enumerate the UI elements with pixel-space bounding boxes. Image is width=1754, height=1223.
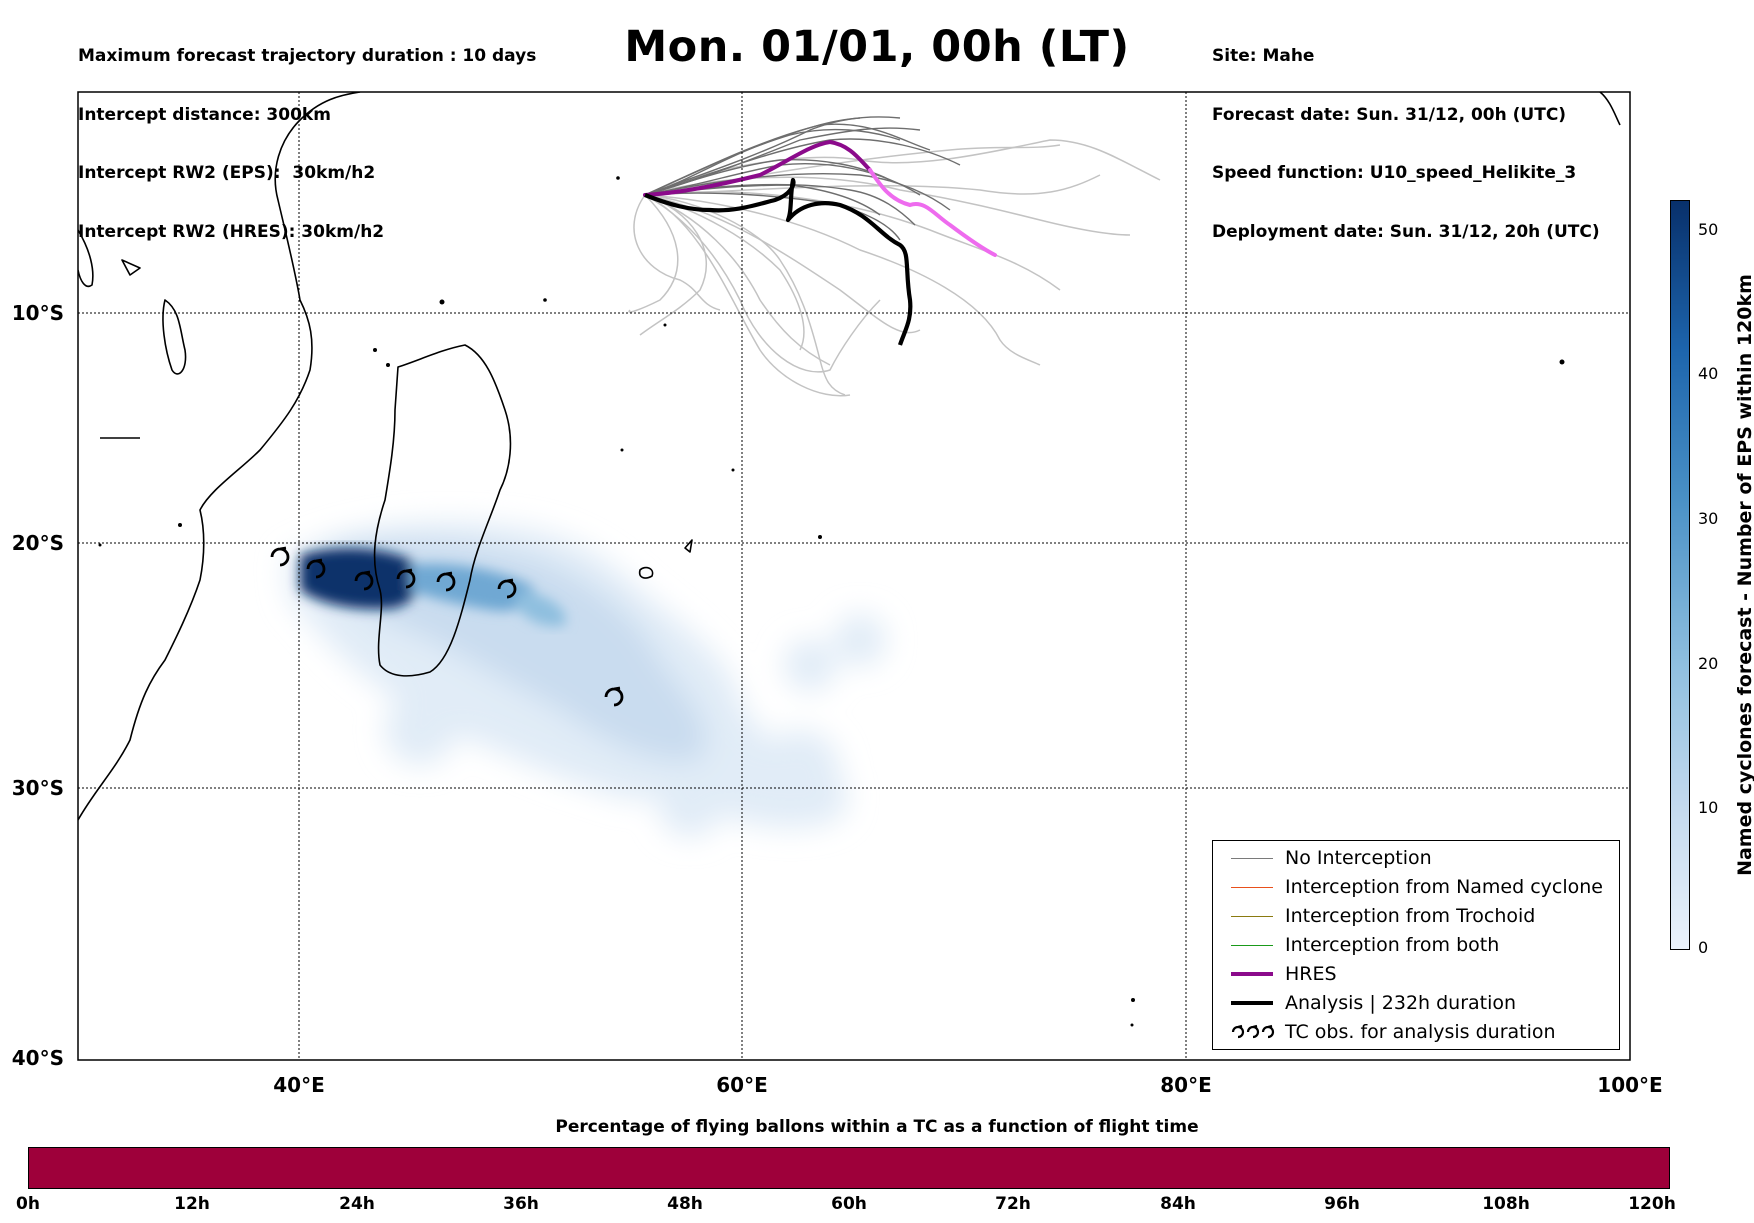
time-tick-60h: 60h (831, 1194, 867, 1214)
colorbar-tick-0: 0 (1698, 938, 1709, 957)
analysis-trajectory (644, 177, 913, 346)
legend-swatch (1231, 972, 1273, 976)
time-tick-108h: 108h (1482, 1194, 1530, 1214)
eps-trajectories (628, 139, 1161, 397)
colorbar-tick-10: 10 (1698, 798, 1719, 817)
colorbar-tick-30: 30 (1698, 509, 1719, 528)
time-tick-120h: 120h (1628, 1194, 1676, 1214)
legend-swatch (1231, 1001, 1273, 1005)
lat-tick-30s: 30°S (12, 776, 64, 800)
colorbar-tick-50: 50 (1698, 220, 1719, 239)
lat-tick-20s: 20°S (12, 531, 64, 555)
param-intercept-distance: Intercept distance: 300km (78, 104, 331, 125)
time-tick-84h: 84h (1160, 1194, 1196, 1214)
no-interception-trajectories (644, 116, 961, 241)
colorbar-tick-40: 40 (1698, 364, 1719, 383)
colorbar-label: Named cyclones forecast - Number of EPS … (1734, 274, 1754, 876)
lon-tick-100e: 100°E (1597, 1073, 1662, 1097)
legend-item-no-interception: No Interception (1221, 845, 1616, 873)
time-tick-96h: 96h (1324, 1194, 1360, 1214)
time-tick-12h: 12h (174, 1194, 210, 1214)
legend: No Interception Interception from Named … (1212, 840, 1620, 1050)
gridlines (78, 92, 1630, 1060)
time-tick-36h: 36h (503, 1194, 539, 1214)
forecast-parameters: Maximum forecast trajectory duration : 1… (78, 8, 536, 262)
legend-item-tc-obs: TC obs. for analysis duration (1221, 1019, 1616, 1047)
legend-item-trochoid: Interception from Trochoid (1221, 903, 1616, 931)
cyclone-icon (1231, 1024, 1275, 1039)
legend-item-both: Interception from both (1221, 932, 1616, 960)
hres-trajectory (643, 139, 997, 257)
legend-item-analysis: Analysis | 232h duration (1221, 990, 1616, 1018)
flight-time-bar (28, 1147, 1670, 1189)
legend-swatch (1231, 945, 1273, 946)
legend-item-hres: HRES (1221, 961, 1616, 989)
lon-tick-labels: 40°E 60°E 80°E 100°E (273, 1073, 1662, 1097)
legend-item-named-cyclone: Interception from Named cyclone (1221, 874, 1616, 902)
time-tick-24h: 24h (339, 1194, 375, 1214)
density-colorbar (1670, 200, 1690, 950)
forecast-date: Forecast date: Sun. 31/12, 00h (UTC) (1212, 104, 1567, 125)
param-max-duration: Maximum forecast trajectory duration : 1… (78, 46, 537, 66)
time-bar-title: Percentage of flying ballons within a TC… (555, 1117, 1199, 1137)
colorbar-tick-20: 20 (1698, 654, 1719, 673)
legend-swatch (1231, 887, 1273, 888)
deployment-date: Deployment date: Sun. 31/12, 20h (UTC) (1212, 221, 1600, 242)
time-tick-0h: 0h (16, 1194, 40, 1214)
lon-tick-80e: 80°E (1160, 1073, 1212, 1097)
param-intercept-eps: Intercept RW2 (EPS): 30km/h2 (78, 163, 376, 183)
cyclone-density-field (285, 521, 886, 837)
time-tick-72h: 72h (995, 1194, 1031, 1214)
lat-tick-10s: 10°S (12, 301, 64, 325)
small-islands (98, 176, 1565, 1027)
coastlines (78, 92, 1621, 821)
legend-swatch (1231, 858, 1273, 859)
lat-tick-40s: 40°S (12, 1046, 64, 1070)
map-frame (77, 91, 1631, 1061)
site-name: Site: Mahe (1212, 46, 1315, 66)
page-title: Mon. 01/01, 00h (LT) (624, 22, 1130, 72)
site-info: Site: Mahe Forecast date: Sun. 31/12, 00… (1212, 8, 1600, 262)
tc-observation-markers (270, 546, 624, 707)
lon-tick-40e: 40°E (273, 1073, 325, 1097)
param-intercept-hres: Intercept RW2 (HRES): 30km/h2 (78, 221, 385, 242)
lat-tick-labels: 10°S 20°S 30°S 40°S (12, 301, 64, 1070)
lon-tick-60e: 60°E (716, 1073, 768, 1097)
speed-function: Speed function: U10_speed_Helikite_3 (1212, 163, 1577, 183)
legend-swatch (1231, 916, 1273, 917)
time-tick-48h: 48h (667, 1194, 703, 1214)
